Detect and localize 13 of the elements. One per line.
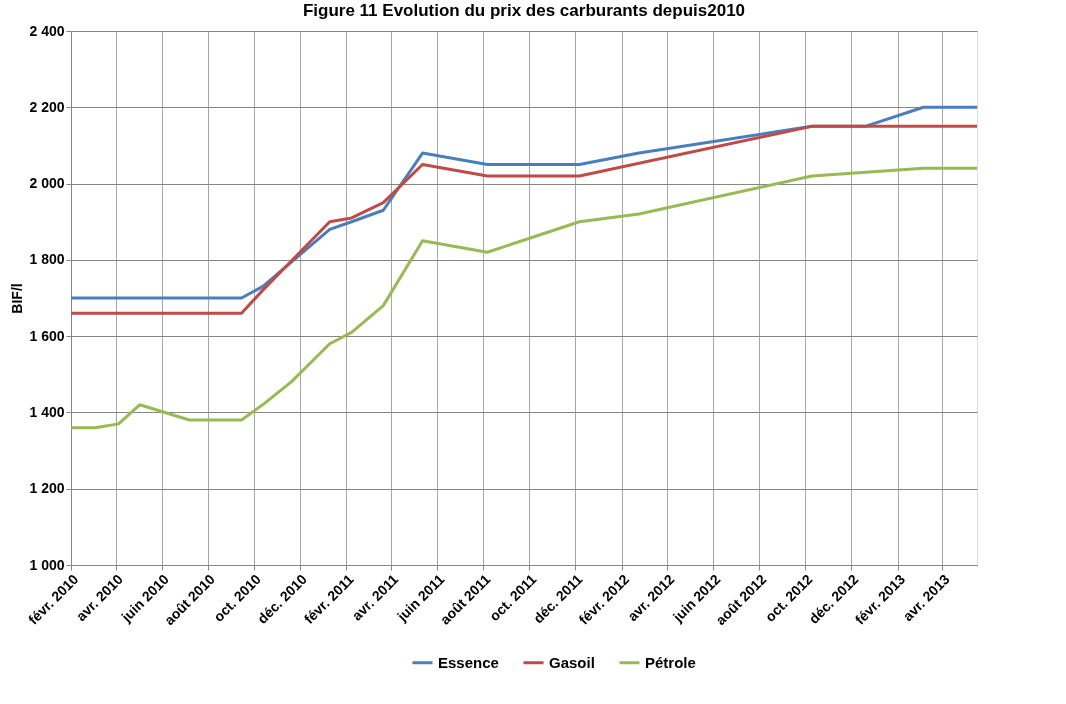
y-tick-label: 1 000 [29, 556, 65, 573]
y-tick-label: 2 400 [29, 22, 65, 39]
legend-label: Pétrole [645, 653, 696, 671]
y-tick-label: 1 800 [29, 251, 65, 268]
legend-label: Gasoil [549, 653, 595, 671]
y-tick-label: 1 400 [29, 403, 65, 420]
y-tick-label: 1 200 [29, 480, 65, 497]
chart-title: Figure 11 Evolution du prix des carburants depuis2010 [302, 1, 746, 20]
y-tick-label: 2 200 [29, 98, 65, 115]
y-tick-label: 2 000 [29, 175, 65, 192]
y-axis-title: BIF/l [9, 283, 26, 314]
y-tick-label: 1 600 [29, 327, 65, 344]
legend-label: Essence [438, 653, 499, 671]
